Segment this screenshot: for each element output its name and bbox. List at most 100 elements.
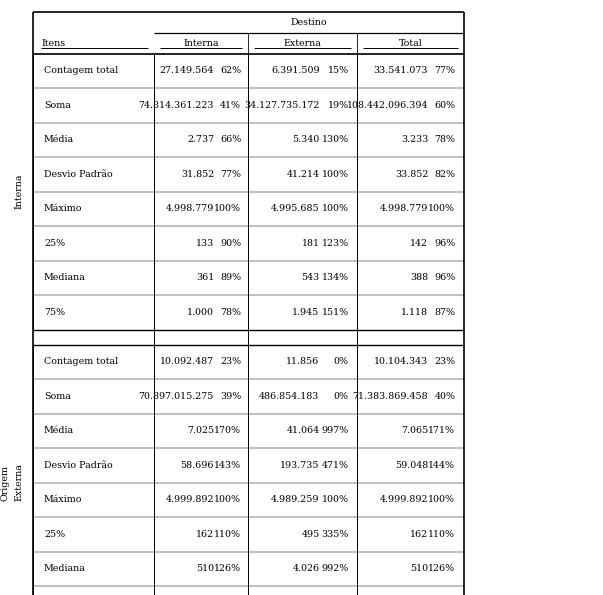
Text: 3.233: 3.233 <box>401 135 428 145</box>
Text: 100%: 100% <box>321 170 349 179</box>
Text: 133: 133 <box>196 239 214 248</box>
Text: 5.340: 5.340 <box>292 135 320 145</box>
Text: 10.104.343: 10.104.343 <box>374 357 428 367</box>
Text: 27.149.564: 27.149.564 <box>160 66 214 76</box>
Text: 1.118: 1.118 <box>401 308 428 317</box>
Text: 6.391.509: 6.391.509 <box>271 66 320 76</box>
Text: 142: 142 <box>410 239 428 248</box>
Text: Itens: Itens <box>41 39 65 48</box>
Text: 62%: 62% <box>220 66 241 76</box>
Text: 100%: 100% <box>428 495 455 505</box>
Text: 126%: 126% <box>214 564 241 574</box>
Text: 144%: 144% <box>428 461 455 470</box>
Text: Desvio Padrão: Desvio Padrão <box>44 170 113 179</box>
Text: Interna: Interna <box>15 174 24 209</box>
Text: Externa: Externa <box>284 39 321 48</box>
Text: 4.999.892: 4.999.892 <box>166 495 214 505</box>
Text: Externa: Externa <box>15 464 24 502</box>
Text: 162: 162 <box>196 530 214 539</box>
Text: 19%: 19% <box>327 101 349 110</box>
Text: 134%: 134% <box>321 273 349 283</box>
Text: 143%: 143% <box>214 461 241 470</box>
Text: Média: Média <box>44 135 74 145</box>
Text: 100%: 100% <box>321 495 349 505</box>
Text: 10.092.487: 10.092.487 <box>160 357 214 367</box>
Text: 82%: 82% <box>434 170 455 179</box>
Text: 0%: 0% <box>333 392 349 401</box>
Text: 96%: 96% <box>434 273 455 283</box>
Text: 90%: 90% <box>220 239 241 248</box>
Text: 71.383.869.458: 71.383.869.458 <box>353 392 428 401</box>
Text: 2.737: 2.737 <box>187 135 214 145</box>
Text: Máximo: Máximo <box>44 204 83 214</box>
Text: 31.852: 31.852 <box>181 170 214 179</box>
Text: Mediana: Mediana <box>44 564 86 574</box>
Text: 151%: 151% <box>321 308 349 317</box>
Text: 40%: 40% <box>434 392 455 401</box>
Text: Mediana: Mediana <box>44 273 86 283</box>
Text: 100%: 100% <box>214 495 241 505</box>
Text: 543: 543 <box>302 273 320 283</box>
Text: 23%: 23% <box>220 357 241 367</box>
Text: 4.026: 4.026 <box>292 564 320 574</box>
Text: Origem: Origem <box>1 465 9 500</box>
Text: 170%: 170% <box>214 426 241 436</box>
Text: Destino: Destino <box>291 18 327 27</box>
Text: 181: 181 <box>302 239 320 248</box>
Text: 510: 510 <box>410 564 428 574</box>
Text: 66%: 66% <box>220 135 241 145</box>
Text: 58.696: 58.696 <box>180 461 214 470</box>
Text: 193.735: 193.735 <box>280 461 320 470</box>
Text: 15%: 15% <box>327 66 349 76</box>
Text: 100%: 100% <box>214 204 241 214</box>
Text: 41.214: 41.214 <box>286 170 320 179</box>
Text: 510: 510 <box>196 564 214 574</box>
Text: 997%: 997% <box>321 426 349 436</box>
Text: 39%: 39% <box>220 392 241 401</box>
Text: 1.945: 1.945 <box>292 308 320 317</box>
Text: 41.064: 41.064 <box>286 426 320 436</box>
Text: 25%: 25% <box>44 239 65 248</box>
Text: 1.000: 1.000 <box>187 308 214 317</box>
Text: 100%: 100% <box>428 204 455 214</box>
Text: 77%: 77% <box>434 66 455 76</box>
Text: 11.856: 11.856 <box>286 357 320 367</box>
Text: Contagem total: Contagem total <box>44 357 118 367</box>
Text: 78%: 78% <box>220 308 241 317</box>
Text: 123%: 123% <box>321 239 349 248</box>
Text: 34.127.735.172: 34.127.735.172 <box>244 101 320 110</box>
Text: Contagem total: Contagem total <box>44 66 118 76</box>
Text: 110%: 110% <box>428 530 455 539</box>
Text: 96%: 96% <box>434 239 455 248</box>
Text: 7.065: 7.065 <box>401 426 428 436</box>
Text: 75%: 75% <box>44 308 65 317</box>
Text: 74.314.361.223: 74.314.361.223 <box>139 101 214 110</box>
Text: 4.999.892: 4.999.892 <box>380 495 428 505</box>
Text: 78%: 78% <box>434 135 455 145</box>
Text: Soma: Soma <box>44 101 71 110</box>
Text: Total: Total <box>399 39 423 48</box>
Text: 495: 495 <box>302 530 320 539</box>
Text: 41%: 41% <box>220 101 241 110</box>
Text: 126%: 126% <box>428 564 455 574</box>
Text: Máximo: Máximo <box>44 495 83 505</box>
Text: 23%: 23% <box>434 357 455 367</box>
Text: 388: 388 <box>410 273 428 283</box>
Text: 162: 162 <box>410 530 428 539</box>
Text: 89%: 89% <box>220 273 241 283</box>
Text: 108.442.096.394: 108.442.096.394 <box>347 101 428 110</box>
Text: 486.854.183: 486.854.183 <box>259 392 320 401</box>
Text: 4.998.779: 4.998.779 <box>166 204 214 214</box>
Text: 335%: 335% <box>321 530 349 539</box>
Text: 471%: 471% <box>321 461 349 470</box>
Text: 7.025: 7.025 <box>187 426 214 436</box>
Text: 59.048: 59.048 <box>395 461 428 470</box>
Text: Média: Média <box>44 426 74 436</box>
Text: Desvio Padrão: Desvio Padrão <box>44 461 113 470</box>
Text: Soma: Soma <box>44 392 71 401</box>
Text: 77%: 77% <box>220 170 241 179</box>
Text: 60%: 60% <box>434 101 455 110</box>
Text: 25%: 25% <box>44 530 65 539</box>
Text: 87%: 87% <box>434 308 455 317</box>
Text: 33.541.073: 33.541.073 <box>374 66 428 76</box>
